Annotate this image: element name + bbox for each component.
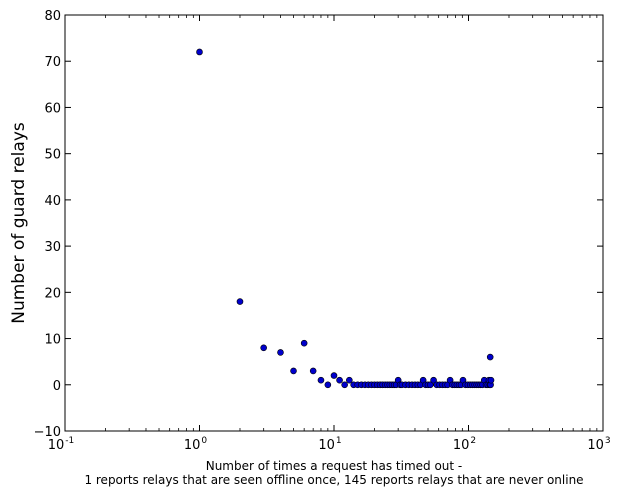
- data-point: [277, 349, 284, 356]
- plot-frame: [64, 14, 604, 432]
- data-point: [430, 376, 437, 384]
- x-tick-exponent: 0: [201, 436, 207, 446]
- data-point: [336, 376, 343, 384]
- x-axis-label-line-2: 1 reports relays that are seen offline o…: [84, 473, 583, 487]
- y-tick-label: 60: [44, 101, 61, 116]
- data-point: [324, 381, 332, 389]
- y-tick-label: 0: [53, 379, 61, 394]
- y-tick-label: 20: [44, 286, 61, 301]
- data-point: [236, 298, 244, 305]
- y-tick-label: 50: [44, 148, 61, 163]
- data-point: [330, 372, 338, 379]
- data-point: [486, 353, 494, 361]
- data-point: [346, 376, 353, 384]
- x-tick-exponent: -1: [65, 436, 74, 446]
- data-point: [426, 381, 434, 389]
- x-tick-exponent: 2: [470, 436, 476, 446]
- y-tick-label: 30: [44, 240, 61, 255]
- x-tick-exponent: 1: [336, 436, 342, 446]
- data-point: [260, 344, 267, 352]
- x-axis-label-line-1: Number of times a request has timed out …: [206, 459, 463, 473]
- data-point: [317, 376, 325, 384]
- y-tick-label: −10: [34, 425, 61, 440]
- y-tick-label: 80: [44, 9, 61, 24]
- y-axis-label: Number of guard relays: [9, 122, 29, 324]
- data-point: [341, 381, 348, 389]
- data-point: [300, 339, 308, 347]
- data-point: [196, 48, 203, 56]
- y-tick-label: 40: [44, 194, 61, 209]
- data-point: [487, 376, 495, 384]
- data-point: [290, 367, 297, 375]
- x-tick-exponent: 3: [605, 436, 611, 446]
- y-tick-label: 70: [44, 55, 61, 70]
- data-point: [309, 367, 317, 375]
- y-tick-label: 10: [44, 333, 61, 348]
- data-points: [196, 48, 495, 389]
